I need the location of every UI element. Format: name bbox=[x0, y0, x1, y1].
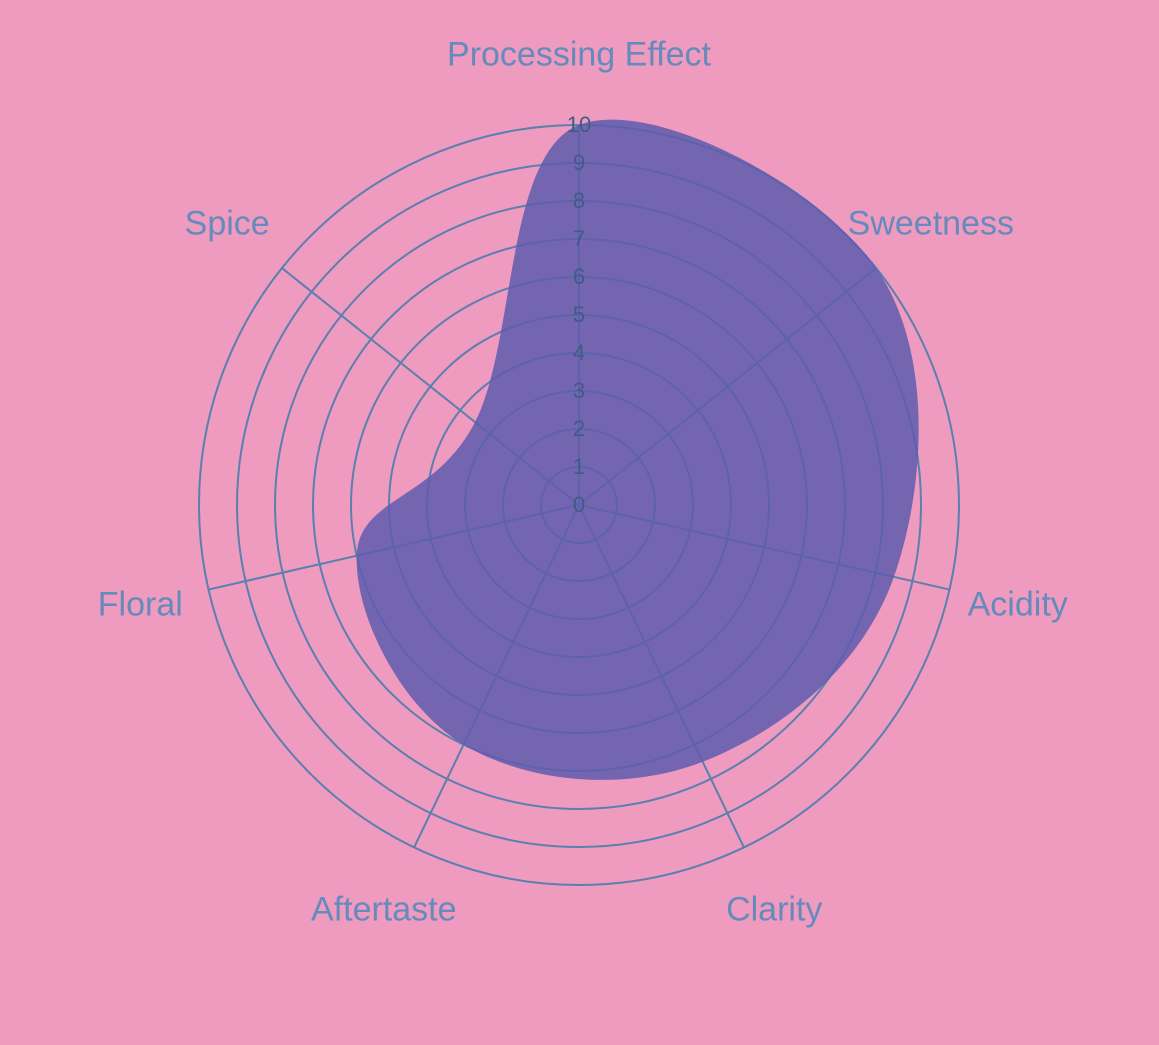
axis-label: Spice bbox=[185, 205, 270, 244]
radar-series-area bbox=[357, 120, 919, 780]
axis-label: Processing Effect bbox=[447, 36, 711, 75]
axis-label: Sweetness bbox=[848, 205, 1014, 244]
axis-label: Clarity bbox=[726, 891, 822, 930]
radial-tick-label: 6 bbox=[573, 264, 585, 290]
radial-tick-label: 0 bbox=[573, 492, 585, 518]
radial-tick-label: 8 bbox=[573, 188, 585, 214]
axis-label: Acidity bbox=[968, 586, 1068, 625]
axis-label: Aftertaste bbox=[311, 891, 457, 930]
radial-tick-label: 2 bbox=[573, 416, 585, 442]
axis-label: Floral bbox=[98, 586, 183, 625]
radial-tick-label: 4 bbox=[573, 340, 585, 366]
radial-tick-label: 10 bbox=[567, 112, 591, 138]
radial-tick-label: 3 bbox=[573, 378, 585, 404]
radial-tick-label: 1 bbox=[573, 454, 585, 480]
radial-tick-label: 9 bbox=[573, 150, 585, 176]
radial-tick-label: 7 bbox=[573, 226, 585, 252]
radial-tick-label: 5 bbox=[573, 302, 585, 328]
radar-chart: Processing Effect Sweetness Acidity Clarity… bbox=[0, 0, 1159, 1040]
